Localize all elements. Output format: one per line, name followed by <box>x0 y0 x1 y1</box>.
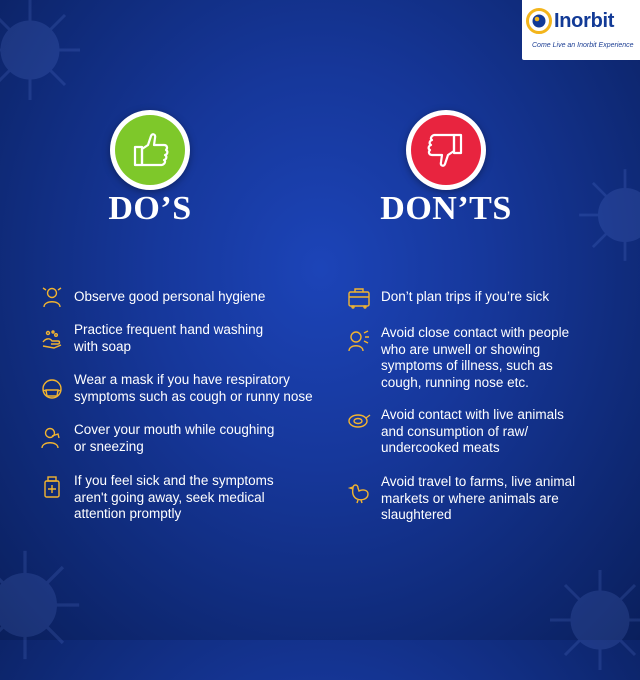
luggage-icon <box>348 288 370 309</box>
donts-item: Avoid travel to farms, live animal marke… <box>347 474 632 526</box>
virus-decoration-icon <box>0 550 80 660</box>
donts-badge-circle <box>411 115 481 185</box>
donts-heading: DON’TS <box>380 190 512 227</box>
sick-person-icon <box>348 330 369 352</box>
chicken-icon <box>347 484 369 504</box>
medicine-bottle-icon <box>44 476 60 498</box>
virus-decoration-icon <box>550 570 640 670</box>
donts-item-text: Avoid travel to farms, live animal marke… <box>381 474 576 522</box>
dos-badge-circle <box>115 115 185 185</box>
donts-item-text: Avoid close contact with people who are … <box>381 325 570 390</box>
dos-item-text: If you feel sick and the symptoms aren't… <box>74 473 274 521</box>
thumbs-down-icon <box>427 133 463 167</box>
dos-heading: DO’S <box>108 190 192 227</box>
cover-mouth-icon <box>41 427 60 449</box>
thumbs-up-icon <box>133 133 169 167</box>
dos-item-text: Wear a mask if you have respiratory symp… <box>74 372 313 404</box>
dos-item-text: Observe good personal hygiene <box>74 289 266 304</box>
brand-tagline: Come Live an Inorbit Experience <box>532 42 634 49</box>
hand-washing-icon <box>42 330 62 349</box>
donts-item: Avoid close contact with people who are … <box>347 325 632 395</box>
dos-item: Observe good personal hygiene <box>40 285 330 315</box>
dos-item: If you feel sick and the symptoms aren't… <box>40 473 330 528</box>
donts-item: Don’t plan trips if you’re sick <box>347 285 627 315</box>
donts-item-text: Don’t plan trips if you’re sick <box>381 289 550 304</box>
dos-item-text: Practice frequent hand washing with soap <box>74 322 264 354</box>
brand-name: Inorbit <box>554 10 615 32</box>
donts-badge <box>406 110 486 190</box>
virus-decoration-icon <box>579 169 640 261</box>
inorbit-logo-icon <box>526 8 552 34</box>
dos-item: Cover your mouth while coughing or sneez… <box>40 422 330 462</box>
donts-item-text: Avoid contact with live animals and cons… <box>381 407 564 455</box>
virus-decoration-icon <box>0 0 80 100</box>
raw-meat-icon <box>348 414 371 428</box>
dos-item: Practice frequent hand washing with soap <box>40 322 330 362</box>
face-mask-icon <box>42 379 62 399</box>
person-washing-face-icon <box>42 287 62 308</box>
donts-item: Avoid contact with live animals and cons… <box>347 407 632 459</box>
dos-item: Wear a mask if you have respiratory symp… <box>40 372 340 412</box>
brand-logo: Inorbit Come Live an Inorbit Experience <box>522 0 640 60</box>
dos-item-text: Cover your mouth while coughing or sneez… <box>74 422 275 454</box>
dos-badge <box>110 110 190 190</box>
